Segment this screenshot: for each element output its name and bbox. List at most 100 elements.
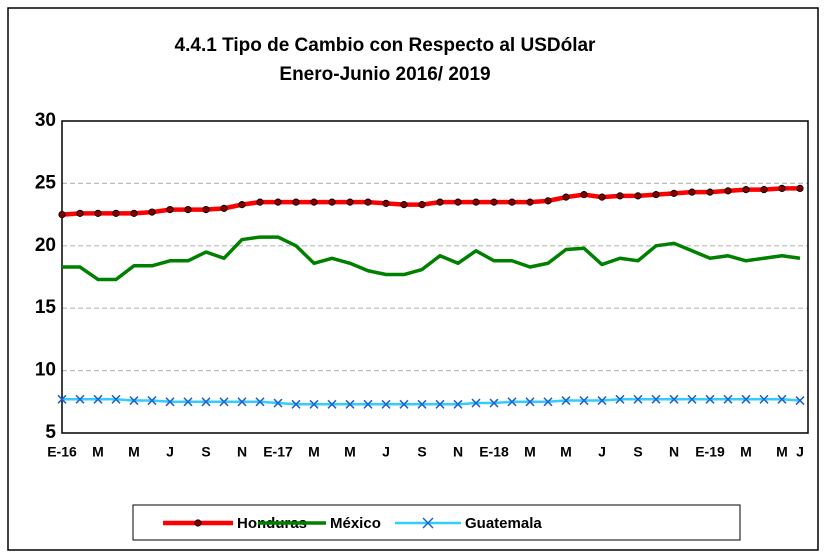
x-tick-label: M (560, 444, 572, 460)
marker (130, 209, 138, 217)
x-tick-label: M (524, 444, 536, 460)
marker (112, 209, 120, 217)
marker (309, 399, 319, 409)
marker (327, 399, 337, 409)
marker (760, 186, 768, 194)
marker (580, 191, 588, 199)
marker (400, 201, 408, 209)
x-tick-label: M (776, 444, 788, 460)
x-tick-label: N (669, 444, 679, 460)
marker (328, 198, 336, 206)
marker (615, 394, 625, 404)
marker (597, 396, 607, 406)
chart-subtitle: Enero-Junio 2016/ 2019 (279, 64, 490, 85)
marker (417, 399, 427, 409)
x-tick-label: M (740, 444, 752, 460)
chart-title: 4.4.1 Tipo de Cambio con Respecto al USD… (175, 35, 597, 56)
legend-label: México (330, 515, 381, 532)
marker (670, 189, 678, 197)
marker (274, 198, 282, 206)
marker (471, 398, 481, 408)
marker (75, 394, 85, 404)
marker (634, 192, 642, 200)
marker (255, 397, 265, 407)
marker (237, 397, 247, 407)
marker (220, 204, 228, 212)
marker (633, 394, 643, 404)
marker (364, 198, 372, 206)
marker (724, 187, 732, 195)
y-tick-label: 10 (35, 360, 56, 381)
y-tick-label: 30 (35, 110, 56, 131)
series-line (62, 235, 801, 282)
marker (508, 198, 516, 206)
marker (345, 399, 355, 409)
marker (741, 394, 751, 404)
marker (453, 399, 463, 409)
chart-frame (7, 7, 819, 551)
marker (705, 394, 715, 404)
marker (526, 198, 534, 206)
marker (201, 397, 211, 407)
x-tick-label: M (308, 444, 320, 460)
marker (706, 188, 714, 196)
marker (291, 399, 301, 409)
marker (310, 198, 318, 206)
y-tick-label: 5 (45, 422, 56, 443)
x-tick-label: E-19 (695, 444, 725, 460)
marker (616, 192, 624, 200)
x-tick-label: M (92, 444, 104, 460)
marker (562, 193, 570, 201)
marker (292, 198, 300, 206)
marker (148, 208, 156, 216)
marker (507, 397, 517, 407)
marker (111, 394, 121, 404)
marker (490, 198, 498, 206)
marker (796, 184, 804, 192)
marker (93, 394, 103, 404)
legend-label: Guatemala (465, 515, 542, 532)
marker (525, 397, 535, 407)
marker (165, 397, 175, 407)
marker (436, 198, 444, 206)
marker (472, 198, 480, 206)
marker (183, 397, 193, 407)
marker (166, 206, 174, 214)
x-tick-label: J (796, 444, 804, 460)
marker (202, 206, 210, 214)
x-tick-label: J (166, 444, 174, 460)
marker (723, 394, 733, 404)
marker (543, 397, 553, 407)
plot-frame (61, 120, 809, 434)
marker (544, 197, 552, 205)
marker (399, 399, 409, 409)
marker (489, 398, 499, 408)
x-tick-label: M (128, 444, 140, 460)
marker (381, 399, 391, 409)
marker (382, 199, 390, 207)
marker (795, 396, 805, 406)
marker (76, 209, 84, 217)
marker (652, 191, 660, 199)
marker (688, 188, 696, 196)
y-tick-label: 25 (35, 172, 57, 193)
marker (238, 201, 246, 209)
x-tick-label: N (453, 444, 463, 460)
x-tick-label: E-16 (47, 444, 77, 460)
marker (742, 186, 750, 194)
marker (579, 396, 589, 406)
marker (418, 201, 426, 209)
marker (759, 394, 769, 404)
legend-marker (194, 519, 202, 527)
marker (219, 397, 229, 407)
y-tick-label: 20 (35, 235, 56, 256)
marker (147, 396, 157, 406)
x-tick-label: S (633, 444, 642, 460)
x-tick-label: S (201, 444, 210, 460)
marker (435, 399, 445, 409)
x-tick-label: N (237, 444, 247, 460)
marker (129, 396, 139, 406)
x-tick-label: S (417, 444, 426, 460)
marker (598, 193, 606, 201)
